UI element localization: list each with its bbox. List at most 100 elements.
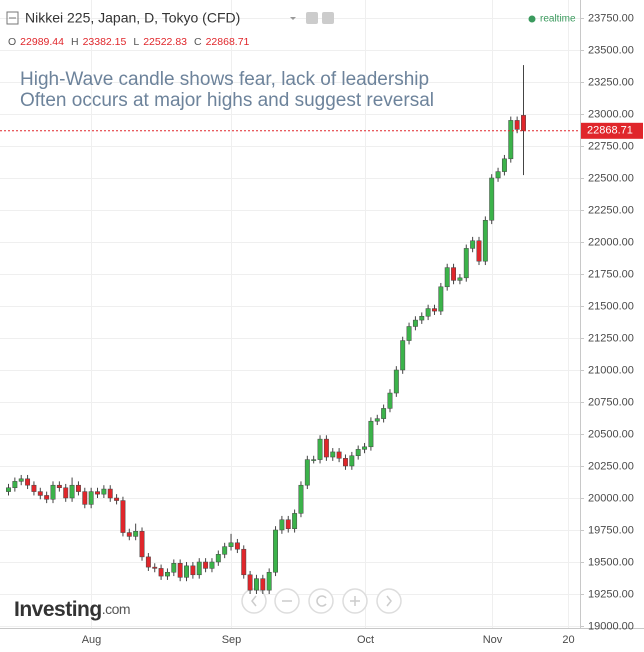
candle-body [69,484,75,499]
candle-body [292,513,298,529]
candle-body [419,315,425,321]
candle-body [489,177,495,221]
scroll-right-button[interactable] [376,588,402,614]
brand-name: Investing [14,598,102,621]
candle-body [482,219,488,262]
y-tick-label: 19750.00 [588,524,634,536]
scroll-left-button[interactable] [241,588,267,614]
y-tick-label: 20750.00 [588,396,634,408]
candle-body [101,488,107,495]
ohlc-value: 23382.15 [83,36,127,48]
candle-body [514,120,520,130]
candle-body [234,542,240,550]
ohlc-legend: O 22989.44 H 23382.15 L 22522.83 C 22868.71 [8,36,250,48]
candle-body [457,277,463,281]
candle-body [425,308,431,317]
y-tick-label: 22000.00 [588,236,634,248]
x-tick-label: 20 [562,634,574,646]
candle-body [241,548,247,576]
y-tick-label: 23750.00 [588,12,634,24]
candle-body [438,286,444,312]
ohlc-key: C [194,36,202,48]
candles [0,65,580,594]
candle-body [343,458,348,467]
ohlc-value: 22522.83 [143,36,187,48]
reset-button[interactable] [308,588,334,614]
y-tick-label: 20000.00 [588,492,634,504]
candle-body [349,455,355,467]
x-tick-label: Aug [82,634,102,646]
settings-icon[interactable] [322,12,334,24]
last-price-box [581,122,643,139]
y-tick-label: 21500.00 [588,300,634,312]
candle-body [25,478,31,486]
candle-body [451,267,457,281]
y-tick-label: 19250.00 [588,588,634,600]
ohlc-value: 22989.44 [20,36,64,48]
y-tick-label: 19500.00 [588,556,634,568]
candle-body [508,120,514,160]
candle-body [222,546,228,555]
chart-title: Nikkei 225, Japan, D, Tokyo (CFD) [25,10,240,26]
candle-body [158,568,164,577]
candle-body [400,340,406,371]
axis-labels: 19000.00 19250.00 19500.00 19750.00 20000.00… [82,12,643,646]
candle-body [285,519,291,529]
candle-body [406,326,412,341]
status-text: realtime [540,14,576,25]
candle-body [133,531,139,537]
y-tick-label: 21000.00 [588,364,634,376]
candle-body [63,487,69,499]
y-tick-label: 22750.00 [588,140,634,152]
candle-body [495,171,501,179]
candle-body [44,495,50,500]
candle-body [88,491,94,505]
candle-body [145,556,151,568]
candle-body [164,571,170,577]
candle-body [393,369,399,394]
candle-body [107,488,113,499]
candle-body [50,484,56,500]
status-dot [528,15,536,23]
x-tick-label: Sep [222,634,242,646]
candle-body [75,484,81,492]
candle-body [476,240,482,262]
brand-suffix: .com [102,601,130,617]
candle-body [18,478,24,482]
candle-body [362,446,367,450]
candle-body [317,438,323,460]
eye-icon[interactable] [306,12,318,24]
candle-body [184,565,189,578]
candle-body [266,571,272,591]
candle-body [444,267,450,288]
candle-body [203,561,209,569]
candle-body [501,158,507,172]
y-tick-label: 23500.00 [588,44,634,56]
candle-body [247,574,253,591]
ohlc-key: H [71,36,79,48]
nav-icons [251,595,392,607]
candle-body [95,491,100,495]
candle-body [31,484,37,492]
x-tick-label: Oct [357,634,374,646]
ohlc-value: 22868.71 [206,36,250,48]
candle-body [387,392,393,409]
candle-body [228,542,234,547]
candle-body [209,561,215,569]
candle-body [177,563,183,578]
brand-logo: Investing.com [14,598,130,621]
candle-body [171,563,177,573]
candle-body [381,408,387,419]
collapse-icon[interactable] [6,11,19,25]
candle-body [254,578,259,591]
candle-body [412,319,418,327]
candle-body [6,487,11,492]
candle-body [152,566,158,569]
dropdown-arrow[interactable] [290,17,296,20]
candle-body [126,532,132,537]
candle-body [37,491,43,496]
candle-body [279,519,285,531]
candle-body [82,491,88,505]
candle-body [12,481,18,489]
